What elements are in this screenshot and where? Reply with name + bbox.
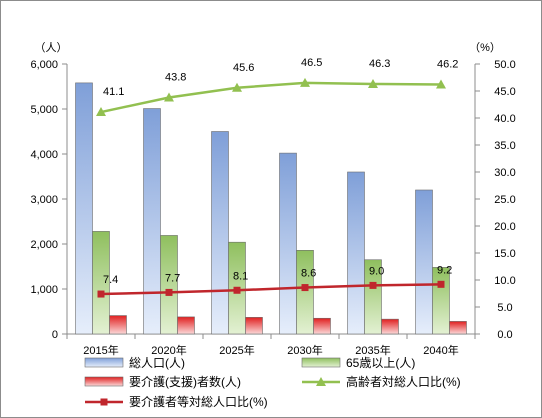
y-right-tick-label: 30.0	[494, 167, 515, 179]
y-right-tick-label: 15.0	[494, 248, 515, 260]
line-series-5	[100, 283, 442, 296]
data-label-4: 43.8	[165, 71, 186, 83]
x-tick-label: 2020年	[151, 343, 186, 357]
marker-4-2015年	[96, 107, 106, 117]
y-right-tick-label: 50.0	[494, 59, 515, 71]
marker-4-2030年	[300, 77, 310, 87]
bar-3-2025年	[245, 317, 263, 335]
marker-5-2015年	[97, 290, 105, 298]
y-right-tick-label: 45.0	[494, 86, 515, 98]
y-left-tick-label: 3,000	[30, 194, 58, 206]
y-right-tick-label: 40.0	[494, 113, 515, 125]
y-left-tick-label: 6,000	[30, 59, 58, 71]
y-left-tick-label: 4,000	[30, 149, 58, 161]
data-label-4: 41.1	[103, 86, 124, 98]
y-left-tick-label: 5,000	[30, 104, 58, 116]
legend-label-5: 要介護者等対総人口比(%)	[129, 394, 268, 409]
y-right-tick-label: 0.0	[497, 329, 512, 341]
bar-1-2030年	[279, 152, 297, 335]
bar-2-2030年	[296, 250, 314, 335]
y-right-tick-label: 10.0	[494, 275, 515, 287]
marker-5-2035年	[369, 281, 377, 289]
data-label-5: 9.2	[437, 264, 452, 276]
marker-5-2020年	[165, 288, 173, 296]
bar-3-2035年	[381, 318, 399, 335]
bar-3-2030年	[313, 317, 331, 335]
bar-1-2035年	[347, 171, 365, 335]
legend-swatch-3	[84, 376, 124, 387]
legend-label-3: 要介護(支援)者数(人)	[129, 374, 241, 389]
marker-5-2025年	[233, 286, 241, 294]
data-label-4: 46.5	[301, 57, 322, 69]
bar-1-2020年	[143, 108, 161, 335]
bar-1-2040年	[415, 189, 433, 335]
bar-1-2025年	[211, 131, 229, 335]
data-label-5: 9.0	[369, 265, 384, 277]
y-right-axis-label: （%）	[469, 41, 501, 54]
legend-label-2: 65歳以上(人)	[346, 356, 415, 370]
marker-4-2040年	[436, 79, 446, 89]
bar-1-2015年	[75, 82, 93, 335]
bar-2-2020年	[160, 235, 178, 335]
y-left-tick-label: 2,000	[30, 239, 58, 251]
data-label-5: 7.7	[165, 272, 180, 284]
legend-marker-5	[100, 398, 108, 406]
y-left-tick-label: 1,000	[30, 284, 58, 296]
y-right-tick-label: 35.0	[494, 140, 515, 152]
line-series-4	[100, 81, 442, 114]
data-label-5: 8.6	[301, 268, 316, 280]
data-label-5: 8.1	[233, 270, 248, 282]
x-tick-label: 2040年	[423, 343, 458, 357]
marker-4-2025年	[232, 82, 242, 92]
bar-3-2040年	[449, 321, 467, 335]
marker-5-2030年	[301, 284, 309, 292]
y-right-tick-label: 25.0	[494, 194, 515, 206]
bar-3-2020年	[177, 316, 195, 335]
x-tick-label: 2030年	[287, 343, 322, 357]
data-label-4: 46.2	[437, 59, 458, 71]
data-label-5: 7.4	[103, 274, 118, 286]
bar-2-2035年	[364, 259, 382, 335]
marker-4-2035年	[368, 78, 378, 88]
data-label-4: 46.3	[369, 58, 390, 70]
legend-swatch-1	[84, 357, 124, 368]
y-right-tick-label: 20.0	[494, 221, 515, 233]
legend-label-4: 高齢者対総人口比(%)	[346, 374, 461, 389]
data-label-4: 45.6	[233, 62, 254, 74]
legend-marker-4	[316, 377, 326, 386]
bar-3-2015年	[109, 315, 127, 335]
marker-5-2040年	[437, 280, 445, 288]
legend-label-1: 総人口(人)	[129, 356, 185, 370]
x-tick-label: 2025年	[219, 343, 254, 357]
y-left-axis-label: （人）	[35, 41, 68, 54]
x-tick-label: 2015年	[83, 343, 118, 357]
y-right-tick-label: 5.0	[497, 302, 512, 314]
marker-4-2020年	[164, 92, 174, 102]
bar-2-2015年	[92, 231, 110, 335]
bar-2-2040年	[432, 267, 450, 335]
legend-swatch-2	[301, 357, 341, 368]
x-tick-label: 2035年	[355, 343, 390, 357]
y-left-tick-label: 0	[52, 329, 58, 341]
